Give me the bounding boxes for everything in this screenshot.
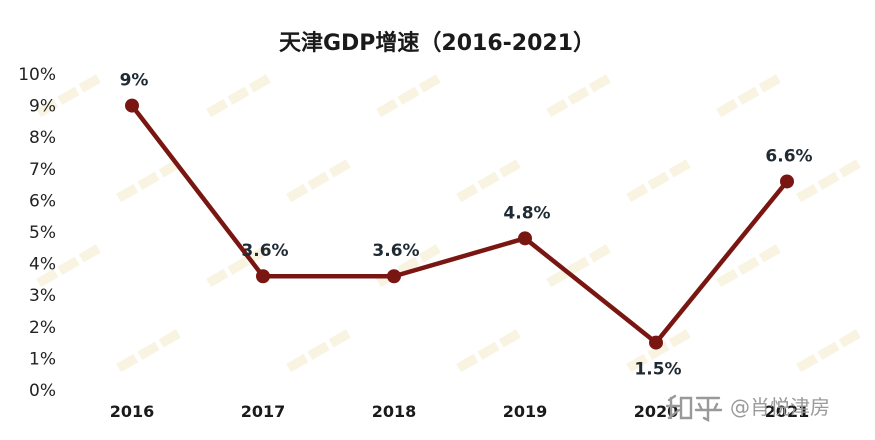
y-axis: 0% 1% 2% 3% 4% 5% 6% 7% 8% 9% 10% [18, 65, 56, 401]
x-axis: 2016 2017 2018 2019 2020 2021 [110, 402, 810, 421]
y-tick-label-10: 10% [18, 65, 56, 85]
y-tick-label-5: 5% [29, 223, 56, 243]
data-point-2021 [780, 174, 794, 189]
x-tick-label-2019: 2019 [503, 402, 548, 421]
watermark-text: @肖悦津房 [730, 395, 830, 419]
background-mark-19: ▬▬▬ [789, 318, 868, 381]
data-point-2016 [125, 98, 139, 113]
data-label-2018: 3.6% [372, 241, 419, 261]
background-mark-1: ▬▬▬ [199, 63, 278, 126]
y-tick-label-7: 7% [29, 160, 56, 180]
background-watermark-pattern: ▬▬▬ ▬▬▬ ▬▬▬ ▬▬▬ ▬▬▬▬▬▬ ▬▬▬ ▬▬▬ ▬▬▬ ▬▬▬▬▬▬ ▬▬▬ ▬▬▬ ▬… [29, 63, 868, 381]
background-mark-7: ▬▬▬ [449, 148, 528, 211]
y-tick-label-3: 3% [29, 286, 56, 306]
x-tick-label-2018: 2018 [372, 402, 417, 421]
data-label-2021: 6.6% [765, 146, 812, 166]
data-label-2016: 9% [120, 71, 149, 91]
background-mark-6: ▬▬▬ [279, 148, 358, 211]
x-tick-label-2021: 2021 [765, 402, 810, 421]
data-label-2019: 4.8% [503, 203, 550, 223]
series-line-path [129, 103, 790, 345]
zhihu-logo-icon [665, 394, 723, 422]
data-point-2020 [649, 335, 663, 350]
data-points [125, 98, 794, 350]
background-mark-2: ▬▬▬ [369, 63, 448, 126]
series-line [129, 103, 790, 345]
x-tick-label-2017: 2017 [241, 402, 286, 421]
data-point-2019 [518, 231, 532, 246]
y-tick-label-9: 9% [29, 97, 56, 117]
y-tick-label-1: 1% [29, 349, 56, 369]
background-mark-8: ▬▬▬ [619, 148, 698, 211]
y-tick-label-8: 8% [29, 128, 56, 148]
background-mark-16: ▬▬▬ [279, 318, 358, 381]
y-tick-label-4: 4% [29, 255, 56, 275]
background-mark-15: ▬▬▬ [109, 318, 188, 381]
y-tick-label-6: 6% [29, 191, 56, 211]
data-label-2017: 3.6% [241, 241, 288, 261]
background-mark-17: ▬▬▬ [449, 318, 528, 381]
x-tick-label-2016: 2016 [110, 402, 155, 421]
background-mark-13: ▬▬▬ [539, 233, 618, 296]
background-mark-5: ▬▬▬ [109, 148, 188, 211]
y-tick-label-2: 2% [29, 318, 56, 338]
data-label-2020: 1.5% [634, 360, 681, 380]
chart-title: 天津GDP增速（2016-2021） [279, 30, 595, 56]
background-mark-3: ▬▬▬ [539, 63, 618, 126]
data-labels: 9% 3.6% 3.6% 4.8% 1.5% 6.6% [120, 71, 813, 380]
y-tick-label-0: 0% [29, 381, 56, 401]
watermark: @肖悦津房 [665, 394, 830, 422]
data-point-2018 [387, 269, 401, 284]
data-point-2017 [256, 269, 270, 284]
background-mark-4: ▬▬▬ [709, 63, 788, 126]
